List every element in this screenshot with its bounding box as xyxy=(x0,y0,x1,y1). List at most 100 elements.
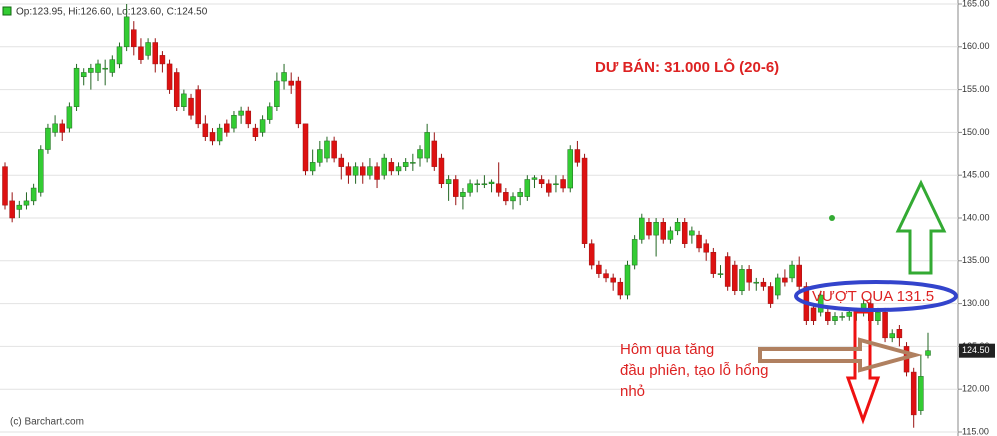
y-tick-label: 150.00 xyxy=(962,127,990,137)
candle-body xyxy=(832,316,838,321)
candle-body xyxy=(59,123,65,133)
candle-body xyxy=(789,264,795,279)
candle-body xyxy=(689,230,695,236)
candle-body xyxy=(30,187,37,202)
candle-body xyxy=(503,192,509,202)
candle-body xyxy=(782,277,788,283)
candle-body xyxy=(381,157,387,176)
candle-body xyxy=(667,230,674,240)
candle-body xyxy=(610,277,616,283)
candle-body xyxy=(152,42,159,65)
candle-body xyxy=(352,166,359,176)
candle-body xyxy=(109,59,116,73)
candle-body xyxy=(467,183,473,193)
annotation: đầu phiên, tạo lỗ hổng xyxy=(620,362,768,379)
candle-body xyxy=(338,157,345,167)
candle-body xyxy=(259,119,266,133)
highlight-ellipse xyxy=(794,280,958,312)
candle-body xyxy=(324,140,330,159)
candle-body xyxy=(681,222,688,244)
candle-body xyxy=(252,127,259,137)
candle-body xyxy=(238,110,244,116)
candle-body xyxy=(710,251,717,274)
up-arrow xyxy=(895,179,947,275)
y-tick-label: 145.00 xyxy=(962,170,990,180)
candle-body xyxy=(438,157,445,185)
candle-body xyxy=(753,281,760,284)
candle-body xyxy=(302,123,309,172)
candle-body xyxy=(481,183,488,186)
candle-body xyxy=(345,166,352,176)
candle-body xyxy=(581,157,588,244)
candle-body xyxy=(875,311,881,321)
candle-body xyxy=(617,281,624,296)
candle-body xyxy=(596,264,602,274)
annotation: nhỏ xyxy=(620,383,645,400)
candle-body xyxy=(281,72,287,82)
candle-body xyxy=(145,42,151,56)
candle-body xyxy=(95,63,101,73)
candle-body xyxy=(746,269,752,283)
candle-body xyxy=(295,80,302,125)
candle-body xyxy=(624,264,631,296)
candle-body xyxy=(517,192,523,197)
candle-body xyxy=(910,371,917,416)
candle-body xyxy=(739,269,745,292)
candle-body xyxy=(116,46,123,65)
candle-body xyxy=(460,192,466,197)
candle-body xyxy=(717,273,724,275)
candle-body xyxy=(388,162,395,172)
y-tick-label: 135.00 xyxy=(962,255,990,265)
credit: (c) Barchart.com xyxy=(10,417,84,428)
candle-body xyxy=(846,311,853,317)
ohlc-header: Op:123.95, Hi:126.60, Lo:123.60, C:124.5… xyxy=(16,7,208,18)
candle-body xyxy=(453,179,459,197)
candle-body xyxy=(138,46,144,60)
candle-body xyxy=(760,281,767,287)
candle-body xyxy=(524,179,531,197)
candle-body xyxy=(173,72,180,107)
candle-body xyxy=(417,149,423,159)
candle-body xyxy=(646,222,652,236)
candle-body xyxy=(359,166,366,176)
dot xyxy=(829,215,835,221)
candle-body xyxy=(703,243,709,253)
candle-body xyxy=(774,277,781,296)
candle-body xyxy=(66,106,73,129)
candle-body xyxy=(2,166,8,206)
annotation: Hôm qua tăng xyxy=(620,341,714,358)
candle-body xyxy=(23,200,30,206)
candle-body xyxy=(88,67,94,73)
candle-body xyxy=(825,311,831,321)
candle-body xyxy=(317,149,323,163)
candle-body xyxy=(567,149,574,189)
header-icon xyxy=(2,6,12,16)
candle-body xyxy=(510,196,516,202)
candle-body xyxy=(431,140,438,167)
candle-body xyxy=(732,264,738,292)
candle-body xyxy=(131,29,137,48)
candle-body xyxy=(538,179,545,185)
candle-body xyxy=(245,110,252,125)
candle-body xyxy=(560,179,566,189)
candle-body xyxy=(410,162,416,164)
candle-body xyxy=(159,55,166,65)
candle-body xyxy=(166,63,173,90)
candle-body xyxy=(188,97,194,116)
candle-body xyxy=(424,132,430,159)
candle-body xyxy=(16,204,23,210)
candle-body xyxy=(367,166,373,176)
candle-body xyxy=(810,307,817,321)
candle-body xyxy=(660,222,667,240)
candle-body xyxy=(224,123,230,133)
candle-body xyxy=(9,200,15,219)
candle-body xyxy=(73,67,80,107)
candle-body xyxy=(889,333,895,339)
candle-body xyxy=(495,183,502,193)
y-tick-label: 115.00 xyxy=(962,426,989,436)
gap-arrow xyxy=(758,337,923,373)
candle-body xyxy=(38,149,44,193)
candle-body xyxy=(309,162,316,172)
